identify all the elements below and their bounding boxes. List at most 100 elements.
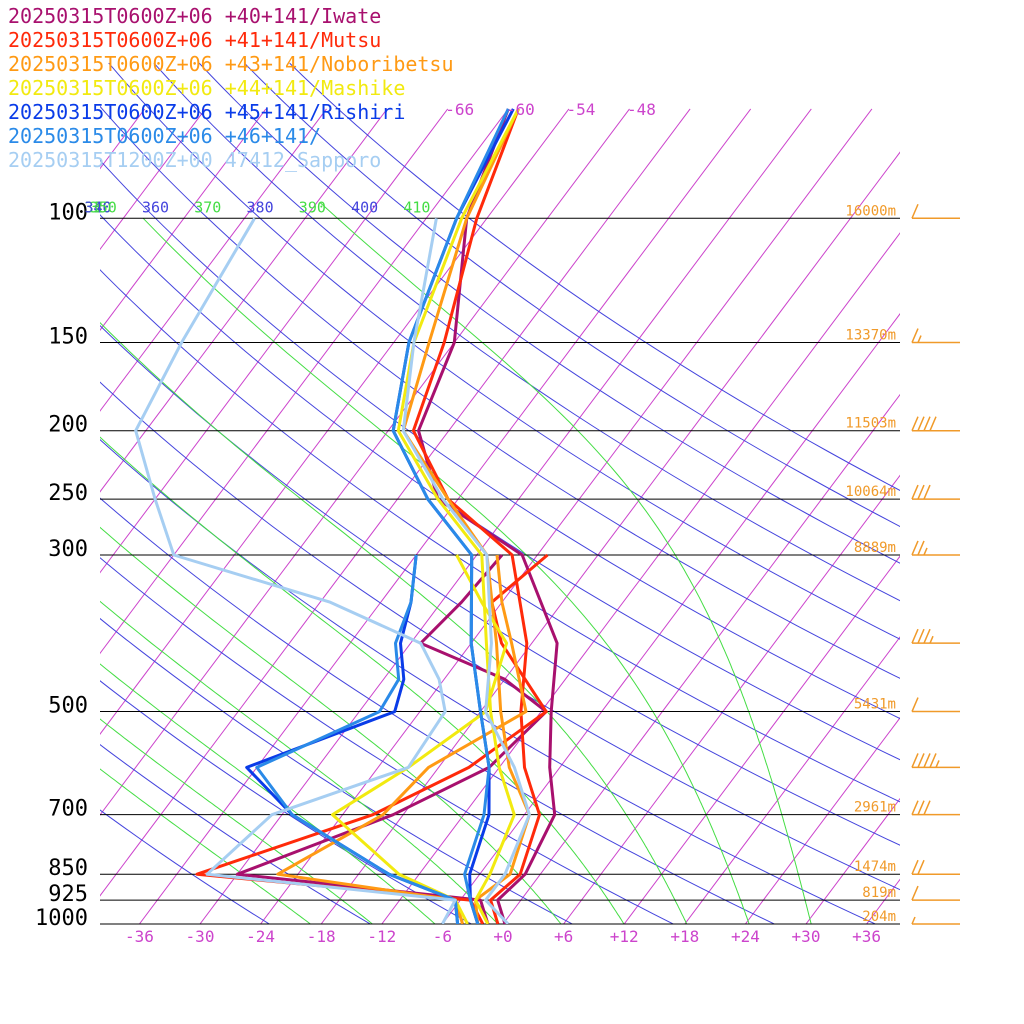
moist-adiabat-line bbox=[142, 217, 750, 924]
isotherm-line bbox=[381, 232, 900, 924]
isotherm-line bbox=[138, 108, 752, 924]
isotherm-line bbox=[563, 474, 900, 924]
pressure-tick-label: 200 bbox=[48, 413, 88, 438]
wind-barb bbox=[911, 540, 960, 556]
legend-entry: 20250315T1200Z+00 47412_Sapporo bbox=[8, 148, 382, 172]
moist-adiabat-line bbox=[100, 718, 374, 924]
dry-adiabat-line bbox=[198, 62, 900, 564]
dry-adiabat-line bbox=[289, 62, 900, 492]
dry-adiabat-line bbox=[108, 62, 900, 640]
isotherm-label: -66 bbox=[445, 100, 474, 119]
dry-adiabat-line bbox=[100, 381, 900, 891]
wind-barb bbox=[911, 916, 960, 925]
isotherm-line bbox=[441, 313, 900, 924]
theta-label: 340 bbox=[84, 198, 111, 216]
legend-entry: 20250315T0600Z+06 +46+141/ bbox=[8, 124, 322, 148]
isotherm-line bbox=[745, 717, 900, 924]
dewpoint-line-2 bbox=[276, 554, 528, 924]
height-label: 819m bbox=[862, 885, 896, 901]
legend-entry: 20250315T0600Z+06 +45+141/Rishiri bbox=[8, 100, 406, 124]
temperature-tick-label: +24 bbox=[731, 927, 760, 946]
temperature-tick-label: +18 bbox=[670, 927, 699, 946]
wind-barb bbox=[911, 628, 960, 644]
dewpoint-line-3 bbox=[331, 554, 509, 924]
isotherm-line bbox=[623, 555, 900, 924]
isotherm-line bbox=[100, 108, 449, 574]
isotherm-line bbox=[100, 108, 327, 412]
dry-adiabat-line bbox=[244, 62, 900, 528]
temperature-tick-label: +6 bbox=[554, 927, 573, 946]
legend-entry: 20250315T0600Z+06 +40+141/Iwate bbox=[8, 4, 382, 28]
isotherm-line bbox=[100, 108, 630, 816]
temperature-tick-label: -6 bbox=[433, 927, 452, 946]
temperature-tick-label: -12 bbox=[367, 927, 396, 946]
dewpoint-line-5 bbox=[255, 554, 460, 924]
theta-label: 390 bbox=[299, 198, 326, 216]
theta-label: 360 bbox=[142, 198, 169, 216]
moist-adiabat-line bbox=[319, 202, 812, 924]
pressure-tick-label: 1000 bbox=[35, 906, 88, 931]
dry-adiabat-line bbox=[100, 325, 900, 846]
chart-legend: 20250315T0600Z+06 +40+141/Iwate 20250315T… bbox=[8, 4, 454, 172]
temperature-line-2 bbox=[401, 108, 531, 924]
wind-barb bbox=[911, 203, 960, 220]
temperature-line-5 bbox=[391, 108, 510, 924]
isotherm-line bbox=[320, 151, 900, 924]
isotherm-line bbox=[100, 108, 206, 251]
dewpoint-line-6 bbox=[134, 217, 457, 924]
theta-label: 310 bbox=[84, 198, 111, 216]
isotherm-label: -60 bbox=[506, 100, 535, 119]
legend-entry: 20250315T0600Z+06 +41+141/Mutsu bbox=[8, 28, 382, 52]
pressure-tick-label: 150 bbox=[48, 325, 88, 350]
height-label: 2961m bbox=[854, 800, 896, 816]
legend-entry: 20250315T0600Z+06 +43+141/Noboribetsu bbox=[8, 52, 454, 76]
height-label: 204m bbox=[862, 909, 896, 925]
theta-label: 400 bbox=[351, 198, 378, 216]
dry-adiabat-line bbox=[100, 438, 877, 924]
theta-label: 410 bbox=[403, 198, 430, 216]
dry-adiabat-line bbox=[153, 62, 900, 602]
wind-barb bbox=[911, 328, 960, 344]
temperature-tick-label: +0 bbox=[493, 927, 512, 946]
temperature-tick-label: -18 bbox=[307, 927, 336, 946]
dry-adiabat-line bbox=[100, 680, 473, 924]
theta-label: 320 bbox=[84, 198, 111, 216]
height-label: 10064m bbox=[845, 484, 896, 500]
dry-adiabat-line bbox=[100, 809, 271, 924]
moist-adiabat-line bbox=[100, 768, 312, 924]
dry-adiabat-line bbox=[100, 159, 900, 720]
moist-adiabat-line bbox=[100, 436, 625, 924]
temperature-tick-label: -24 bbox=[246, 927, 275, 946]
wind-barb bbox=[911, 416, 960, 432]
height-label: 11503m bbox=[845, 416, 896, 432]
isotherm-line bbox=[199, 108, 812, 924]
isotherm-line bbox=[100, 108, 570, 735]
isotherm-line bbox=[100, 108, 267, 331]
pressure-tick-label: 925 bbox=[48, 882, 88, 907]
height-label: 5431m bbox=[854, 697, 896, 713]
isotherm-line bbox=[260, 108, 873, 924]
temperature-line-1 bbox=[411, 108, 541, 924]
temperature-tick-label: +36 bbox=[852, 927, 881, 946]
temperature-line-6 bbox=[401, 218, 531, 924]
isotherm-label: -54 bbox=[566, 100, 595, 119]
wind-barb bbox=[911, 753, 960, 769]
temperature-tick-label: -36 bbox=[125, 927, 154, 946]
theta-label: 330 bbox=[84, 198, 111, 216]
wind-barb bbox=[911, 800, 960, 816]
wind-barb bbox=[911, 859, 960, 875]
dry-adiabat-line bbox=[100, 497, 776, 924]
isotherm-line bbox=[100, 108, 388, 493]
pressure-tick-label: 100 bbox=[48, 200, 88, 225]
dry-adiabat-line bbox=[100, 105, 900, 679]
pressure-tick-label: 850 bbox=[48, 856, 88, 881]
isotherm-line bbox=[0, 109, 23, 924]
isotherm-line bbox=[100, 108, 509, 655]
isotherm-line bbox=[502, 393, 900, 924]
isotherm-line bbox=[684, 636, 900, 924]
pressure-tick-label: 300 bbox=[48, 537, 88, 562]
temperature-line-0 bbox=[417, 108, 559, 924]
moist-adiabat-line bbox=[100, 321, 688, 924]
isotherm-line bbox=[805, 797, 900, 924]
